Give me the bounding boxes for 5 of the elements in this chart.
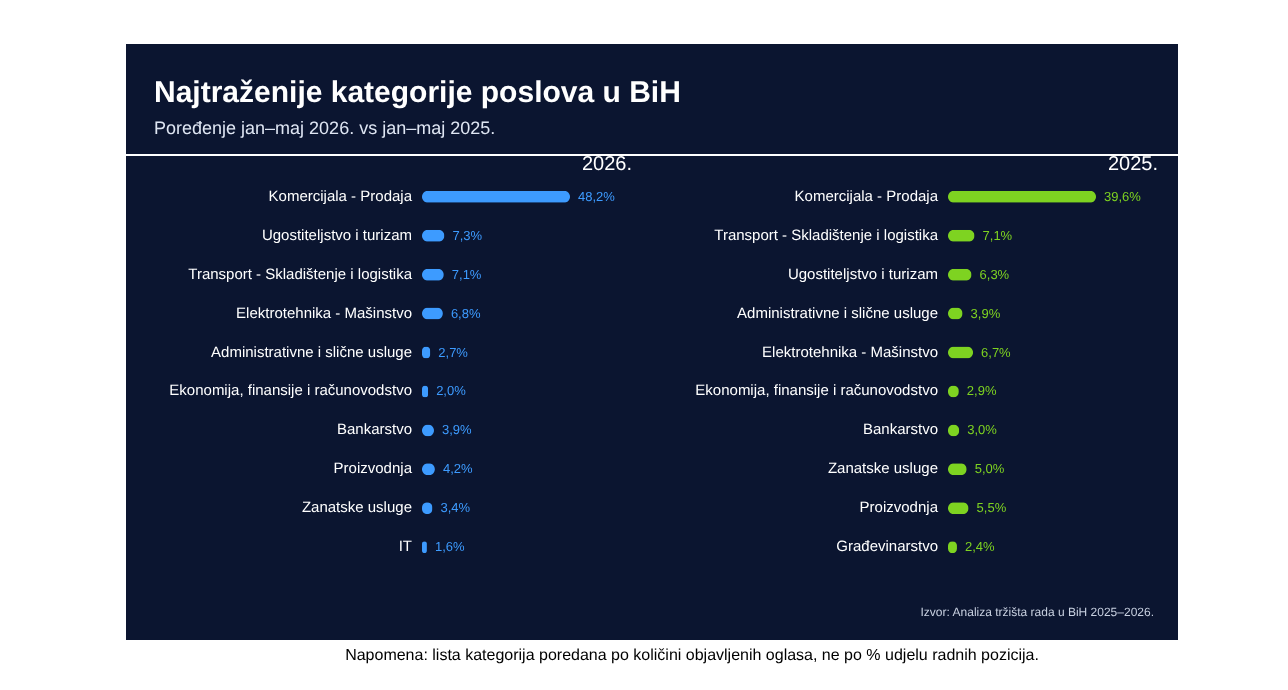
series-label: 2026. bbox=[582, 154, 633, 176]
chart-title: Najtraženije kategorije poslova u BiH bbox=[154, 76, 681, 110]
text: Napomena: lista kategorija poredana po količini objavljenih oglasa, ne po % udjelu radnih pozicija. bbox=[345, 646, 1039, 664]
series-label: 2025. bbox=[1108, 154, 1159, 176]
chart-subtitle: Poređenje jan–maj 2026. vs jan–maj 2025. bbox=[154, 118, 496, 138]
